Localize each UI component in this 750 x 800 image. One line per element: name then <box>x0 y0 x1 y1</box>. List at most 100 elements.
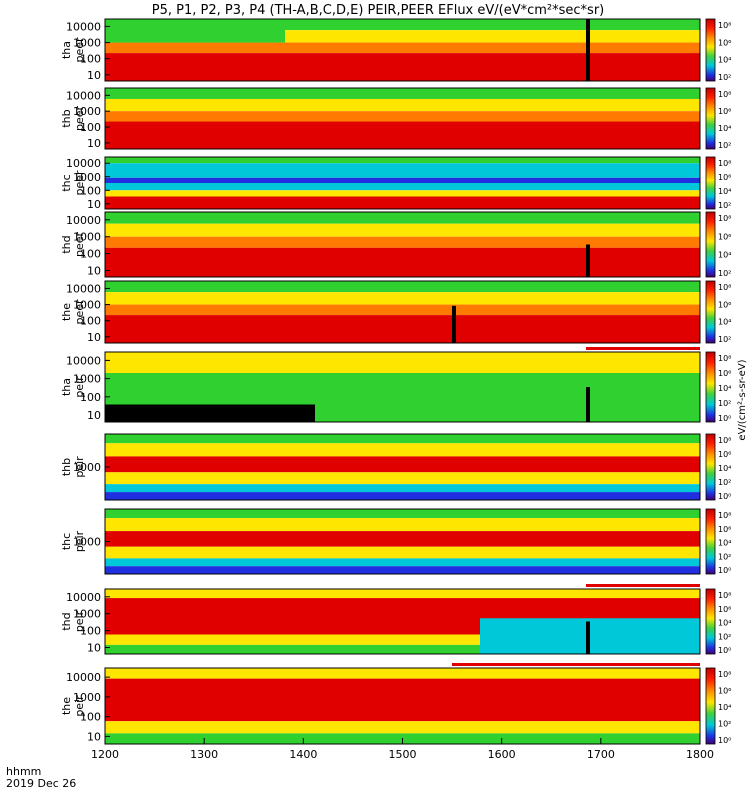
y-tick-label: 1000 <box>73 691 101 704</box>
colorbar-tick-label: 10⁰ <box>718 414 731 423</box>
heatmap-band <box>105 281 700 293</box>
colorbar-tick-label: 10⁸ <box>718 159 731 168</box>
colorbar-tick-label: 10⁴ <box>718 703 731 712</box>
heatmap-band <box>105 443 700 457</box>
heatmap-band <box>105 589 700 599</box>
x-tick-label: 1800 <box>686 748 714 761</box>
y-tick-label: 10000 <box>66 282 101 295</box>
y-tick-label: 10000 <box>66 89 101 102</box>
y-tick-label: 1000 <box>73 105 101 118</box>
heatmap-band <box>105 304 700 316</box>
data-gap-stripe <box>586 244 590 277</box>
spectrogram-panel: 10000 1000 100 10 the peir 10⁸ 10⁶ 10⁴ 10² 10⁰ <box>60 663 731 745</box>
y-tick-label: 10000 <box>66 20 101 33</box>
panel-species-label: peir <box>73 610 86 632</box>
colorbar-tick-label: 10⁴ <box>718 56 731 65</box>
y-tick-label: 1000 <box>73 461 101 474</box>
panel-species-label: peir <box>73 530 86 552</box>
heatmap-band <box>105 546 700 559</box>
y-tick-label: 1000 <box>73 37 101 50</box>
panel-probe-label: tha <box>60 41 73 59</box>
data-gap-stripe <box>586 387 590 422</box>
y-tick-label: 10 <box>87 730 101 743</box>
y-tick-label: 100 <box>80 121 101 134</box>
x-tick-label: 1300 <box>190 748 218 761</box>
colorbar-tick-label: 10⁶ <box>718 450 731 459</box>
panel-probe-label: thb <box>60 458 73 476</box>
colorbar-tick-label: 10² <box>718 478 731 487</box>
heatmap-band <box>105 721 700 734</box>
heatmap-band <box>105 190 700 197</box>
y-tick-label: 100 <box>80 711 101 724</box>
panel-species-label: peer <box>73 106 86 132</box>
mode-bar <box>586 347 700 350</box>
y-tick-label: 10000 <box>66 591 101 604</box>
heatmap-band <box>105 163 700 178</box>
x-tick-label: 1200 <box>91 748 119 761</box>
panel-frame <box>104 351 701 423</box>
heatmap-band <box>105 531 700 547</box>
heatmap-region <box>105 404 315 422</box>
panel-probe-label: thc <box>60 174 73 191</box>
heatmap-band <box>105 456 700 473</box>
chart-title: P5, P1, P2, P3, P4 (TH-A,B,C,D,E) PEIR,P… <box>152 3 605 18</box>
panel-frame <box>104 156 701 210</box>
heatmap-band <box>105 183 700 191</box>
colorbar-tick-label: 10⁴ <box>718 251 731 260</box>
colorbar-tick-label: 10⁶ <box>718 300 731 309</box>
y-tick-label: 10000 <box>66 157 101 170</box>
heatmap-region <box>105 19 285 43</box>
y-tick-label: 100 <box>80 184 101 197</box>
colorbar-tick-label: 10² <box>718 141 731 150</box>
colorbar-tick-label: 10² <box>718 632 731 641</box>
panel-species-label: peir <box>73 695 86 717</box>
y-tick-label: 10000 <box>66 671 101 684</box>
y-tick-label: 1000 <box>73 536 101 549</box>
colorbar-tick-label: 10² <box>718 720 731 729</box>
colorbar <box>705 351 716 423</box>
y-tick-label: 10 <box>87 198 101 211</box>
colorbar-tick-label: 10⁶ <box>718 525 731 534</box>
colorbar <box>705 87 716 150</box>
panel-probe-label: thb <box>60 109 73 127</box>
heatmap-band <box>105 518 700 532</box>
heatmap-band <box>105 223 700 237</box>
y-tick-label: 1000 <box>73 231 101 244</box>
heatmap-band <box>105 373 700 394</box>
colorbar-tick-label: 10⁸ <box>718 511 731 520</box>
y-tick-label: 100 <box>80 315 101 328</box>
heatmap-band <box>105 509 700 519</box>
heatmap-band <box>105 566 700 574</box>
y-tick-label: 100 <box>80 53 101 66</box>
panel-species-label: peer <box>73 299 86 325</box>
heatmap-band <box>105 315 700 343</box>
colorbar <box>705 211 716 278</box>
spectrogram-panel: 10000 1000 100 10 thd peir 10⁸ 10⁶ 10⁴ 10² 10⁰ <box>60 584 731 655</box>
colorbar-tick-label: 10² <box>718 552 731 561</box>
heatmap-band <box>105 484 700 493</box>
colorbar-tick-label: 10⁰ <box>718 492 731 501</box>
panel-frame <box>104 18 701 82</box>
y-tick-label: 100 <box>80 625 101 638</box>
spectrogram-panel: 10000 1000 100 10 the peer 10⁸ 10⁶ 10⁴ 10² <box>60 280 731 344</box>
heatmap-band <box>105 492 700 500</box>
panel-frame <box>104 280 701 344</box>
data-gap-stripe <box>586 19 590 81</box>
colorbar-tick-label: 10² <box>718 269 731 278</box>
x-tick-label: 1400 <box>289 748 317 761</box>
heatmap-band <box>105 42 700 54</box>
colorbar <box>705 18 716 82</box>
y-tick-label: 10 <box>87 137 101 150</box>
panel-probe-label: thc <box>60 533 73 550</box>
colorbar-tick-label: 10⁶ <box>718 173 731 182</box>
heatmap-band <box>105 53 700 81</box>
colorbar-tick-label: 10⁴ <box>718 384 731 393</box>
colorbar-tick-label: 10⁰ <box>718 646 731 655</box>
x-axis: 1200 1300 1400 1500 1600 1700 1800 <box>91 738 714 761</box>
y-tick-label: 10000 <box>66 354 101 367</box>
spectrogram-panel: 10000 1000 100 10 tha peir 10⁸ 10⁶ 10⁴ 10² 10⁰ <box>60 347 731 423</box>
colorbar-tick-label: 10² <box>718 399 731 408</box>
panel-probe-label: tha <box>60 378 73 396</box>
heatmap-band <box>105 678 700 722</box>
